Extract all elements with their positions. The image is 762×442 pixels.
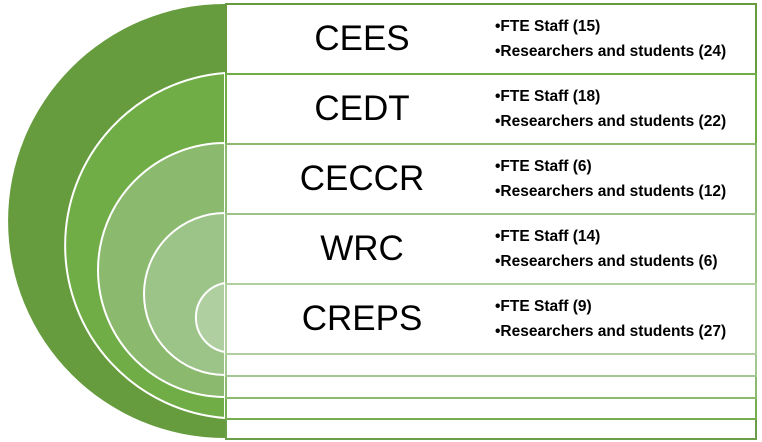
fte-staff: •FTE Staff (14) — [495, 228, 601, 245]
researchers-students: •Researchers and students (27) — [495, 323, 727, 340]
researchers-students: •Researchers and students (6) — [495, 253, 718, 270]
center-row-wrc: WRC •FTE Staff (14) •Researchers and stud… — [225, 213, 757, 285]
fte-staff: •FTE Staff (9) — [495, 298, 592, 315]
strip — [225, 418, 757, 440]
strip — [225, 353, 757, 377]
center-row-creps: CREPS •FTE Staff (9) •Researchers and stu… — [225, 283, 757, 355]
fte-staff: •FTE Staff (18) — [495, 88, 601, 105]
strip — [225, 397, 757, 420]
fte-staff: •FTE Staff (15) — [495, 18, 601, 35]
center-name: WRC — [320, 229, 404, 268]
researchers-students: •Researchers and students (22) — [495, 113, 727, 130]
center-row-ceccr: CECCR •FTE Staff (6) •Researchers and stu… — [225, 143, 757, 215]
center-name: CREPS — [301, 299, 423, 338]
center-name: CEES — [314, 19, 410, 58]
researchers-students: •Researchers and students (24) — [495, 43, 727, 60]
center-row-cedt: CEDT •FTE Staff (18) •Researchers and stu… — [225, 73, 757, 145]
strip — [225, 375, 757, 399]
arc-creps — [194, 281, 226, 354]
center-name: CEDT — [314, 89, 410, 128]
center-row-cees: CEES •FTE Staff (15) •Researchers and stu… — [225, 3, 757, 75]
researchers-students: •Researchers and students (12) — [495, 183, 727, 200]
center-name: CECCR — [299, 159, 425, 198]
fte-staff: •FTE Staff (6) — [495, 158, 592, 175]
